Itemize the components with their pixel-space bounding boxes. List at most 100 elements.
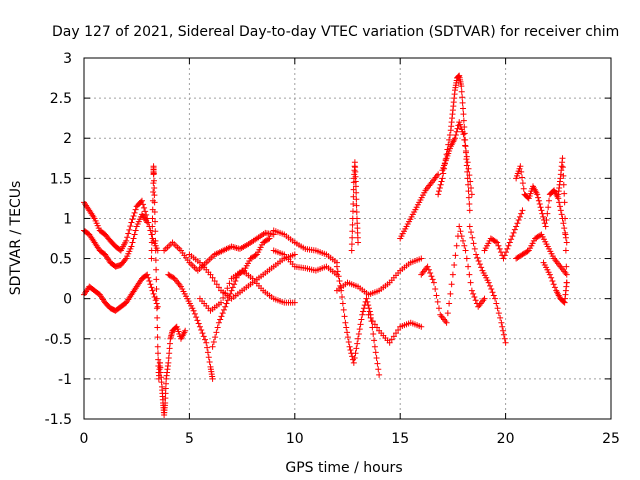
data-point <box>367 314 374 321</box>
data-point <box>371 343 378 350</box>
data-point <box>130 235 137 242</box>
data-point <box>151 192 158 199</box>
plot-frame <box>83 57 612 420</box>
data-point <box>497 314 504 321</box>
series-descend-4-6h <box>165 271 216 382</box>
series-track-mid <box>81 211 151 270</box>
data-point <box>435 188 442 195</box>
data-point <box>485 279 492 286</box>
data-point <box>478 264 485 271</box>
data-point <box>206 359 213 366</box>
series-spike-12.5h <box>348 159 362 254</box>
data-point <box>510 229 517 236</box>
data-point <box>518 210 525 217</box>
data-point <box>346 343 353 350</box>
data-point <box>436 184 443 191</box>
data-point <box>461 136 468 143</box>
data-point <box>342 319 349 326</box>
data-point <box>489 289 496 296</box>
data-point <box>343 324 350 331</box>
series-band-18-20h <box>466 223 509 346</box>
data-point <box>524 248 531 255</box>
data-point <box>519 174 526 181</box>
data-point <box>335 273 342 280</box>
data-point <box>537 204 544 211</box>
data-point <box>388 336 395 343</box>
x-tick-label: 15 <box>391 431 409 447</box>
data-point <box>190 307 197 314</box>
data-point <box>506 239 513 246</box>
data-point <box>128 243 135 250</box>
data-point <box>128 219 135 226</box>
data-point <box>557 207 564 214</box>
data-point <box>151 199 158 206</box>
data-point <box>355 335 362 342</box>
data-point <box>148 239 155 246</box>
data-point <box>437 181 444 188</box>
data-point <box>511 226 518 233</box>
data-point <box>365 302 372 309</box>
data-point <box>466 271 473 278</box>
data-point <box>466 223 473 230</box>
data-point <box>454 125 461 132</box>
data-point <box>418 323 425 330</box>
data-point <box>439 175 446 182</box>
series-late-spike-22.5h <box>555 155 570 286</box>
data-point <box>365 311 372 318</box>
data-point <box>153 305 160 312</box>
data-point <box>351 355 358 362</box>
data-point <box>366 305 373 312</box>
data-point <box>563 239 570 246</box>
data-point <box>474 254 481 261</box>
data-point <box>140 201 147 208</box>
data-point <box>360 305 367 312</box>
data-point <box>545 204 552 211</box>
data-point <box>494 305 501 312</box>
grid <box>84 58 611 419</box>
data-point <box>191 310 198 317</box>
data-point <box>509 233 516 240</box>
data-point <box>468 229 475 236</box>
data-point <box>364 298 371 305</box>
data-point <box>349 234 356 241</box>
data-point <box>496 245 503 252</box>
data-point <box>446 300 453 307</box>
data-point <box>558 211 565 218</box>
data-point <box>353 196 360 203</box>
data-point <box>563 279 570 286</box>
data-point <box>470 290 477 297</box>
y-tick-label: -1 <box>58 372 72 388</box>
data-point <box>551 284 558 291</box>
y-tick-label: 3 <box>63 51 72 67</box>
data-point <box>519 207 526 214</box>
data-point <box>209 343 216 350</box>
data-point <box>201 336 208 343</box>
data-point <box>395 326 402 333</box>
series-band-9-12h <box>270 227 340 266</box>
data-point <box>340 306 347 313</box>
data-point <box>536 201 543 208</box>
data-point <box>434 298 441 305</box>
data-point <box>218 299 225 306</box>
data-point <box>352 350 359 357</box>
data-point <box>464 159 471 166</box>
data-point <box>501 335 508 342</box>
chart-title: Day 127 of 2021, Sidereal Day-to-day VTE… <box>52 24 619 40</box>
data-point <box>460 105 467 112</box>
series-spike-3h <box>148 163 163 382</box>
data-point <box>218 313 225 320</box>
data-point <box>355 330 362 337</box>
data-point <box>542 223 549 230</box>
data-point <box>358 316 365 323</box>
data-point <box>452 252 459 259</box>
data-point <box>129 239 136 246</box>
data-point <box>154 324 161 331</box>
data-point <box>562 215 569 222</box>
data-point <box>535 194 542 201</box>
data-point <box>465 194 472 201</box>
data-point <box>513 223 520 230</box>
data-point <box>428 273 435 280</box>
data-point <box>560 220 567 227</box>
data-point <box>150 163 157 170</box>
